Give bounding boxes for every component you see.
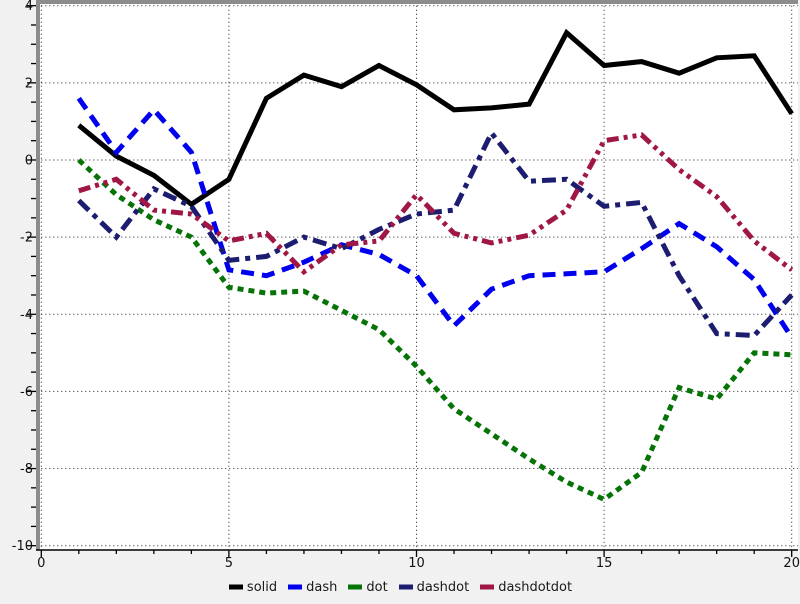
series-dashdot-line — [77, 128, 794, 339]
series-dash-line — [76, 96, 794, 339]
y-axis-tick-label: -2 — [20, 231, 33, 246]
x-axis-tick-label: 0 — [37, 556, 45, 571]
legend-item-dashdotdot: dashdotdot — [479, 581, 572, 594]
y-axis-tick-label: -10 — [12, 539, 33, 554]
y-axis-tick-label: 0 — [25, 153, 33, 168]
y-axis-tick-label: 4 — [25, 0, 33, 14]
legend-swatch-dash-icon — [288, 584, 303, 590]
top-frame-bar — [36, 0, 798, 4]
y-axis-tick-label: -6 — [20, 385, 33, 400]
series-dashdotdot-line — [78, 132, 794, 276]
legend-item-dash: dash — [287, 581, 337, 594]
legend-item-dashdot: dashdot — [398, 579, 470, 595]
y-axis-tick-label: 2 — [25, 76, 33, 91]
x-axis-tick-label: 5 — [225, 556, 233, 571]
legend-swatch-solid-icon — [228, 584, 243, 590]
legend-label-dashdotdot: dashdotdot — [498, 579, 573, 595]
legend-swatch-dashdot-icon — [398, 584, 413, 590]
x-axis-tick-label: 15 — [596, 556, 613, 571]
legend-label-dot: dot — [366, 579, 388, 595]
chart-legend: solid dash dot dashdot dashdotdot — [0, 577, 800, 597]
y-axis-tick-label: -4 — [20, 308, 33, 323]
legend-swatch-dashdotdot-icon — [480, 584, 495, 590]
x-axis-tick-label: 20 — [783, 556, 800, 571]
legend-item-dot: dot — [347, 579, 388, 595]
legend-label-dash: dash — [306, 579, 338, 595]
legend-swatch-dot-icon — [348, 584, 363, 590]
x-axis-tick-label: 10 — [408, 556, 425, 571]
series-solid-line — [77, 28, 794, 208]
legend-label-solid: solid — [246, 579, 278, 595]
series-dot-line — [77, 158, 792, 503]
legend-item-solid: solid — [228, 581, 277, 594]
y-axis-frame-bar — [36, 0, 40, 550]
y-axis-tick-label: -8 — [20, 462, 33, 477]
legend-label-dashdot: dashdot — [416, 579, 470, 595]
